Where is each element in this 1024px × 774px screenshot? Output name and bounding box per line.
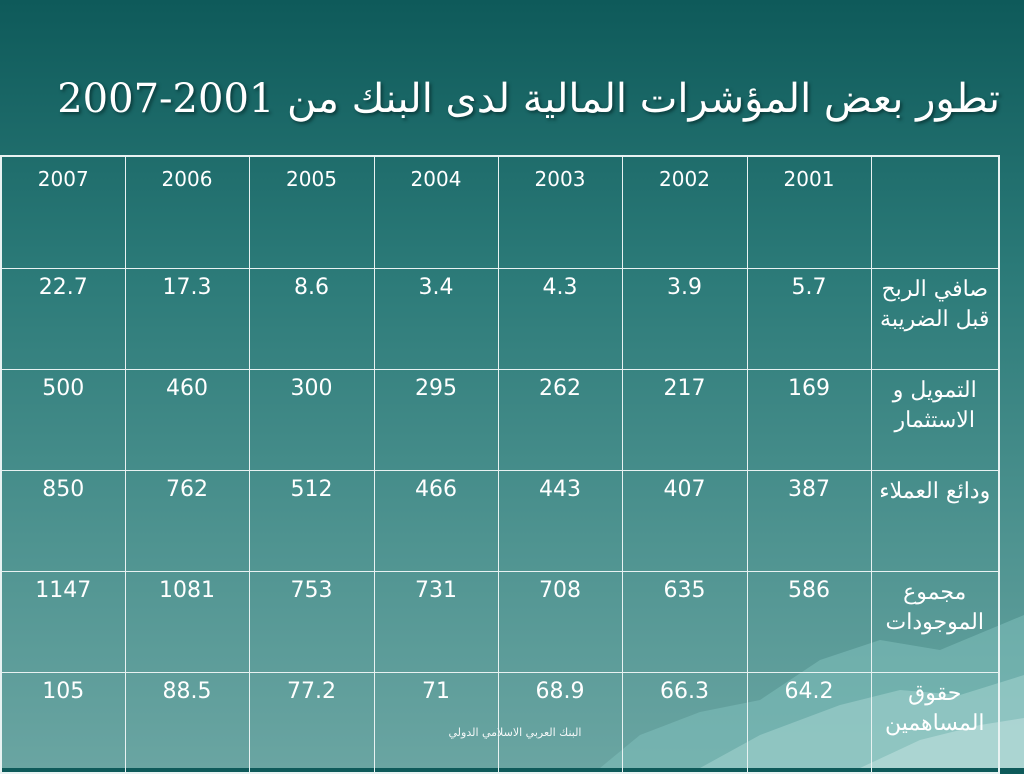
table-row: 105 88.5 77.2 71 68.9 66.3 64.2 حقوق الم… bbox=[0, 671, 1000, 774]
value-cell: 262 bbox=[497, 368, 623, 471]
value-cell: 66.3 bbox=[621, 671, 748, 774]
value-cell: 1081 bbox=[124, 570, 250, 673]
year-header: 2001 bbox=[746, 155, 872, 269]
year-header: 2005 bbox=[248, 155, 375, 269]
year-header: 2006 bbox=[124, 155, 250, 269]
row-label: حقوق المساهمين bbox=[870, 671, 1000, 774]
value-cell: 466 bbox=[373, 469, 499, 572]
value-cell: 753 bbox=[248, 570, 375, 673]
value-cell: 3.4 bbox=[373, 267, 499, 370]
value-cell: 4.3 bbox=[497, 267, 623, 370]
value-cell: 88.5 bbox=[124, 671, 250, 774]
value-cell: 586 bbox=[746, 570, 872, 673]
year-header: 2007 bbox=[0, 155, 126, 269]
value-cell: 762 bbox=[124, 469, 250, 572]
empty-corner-cell bbox=[870, 155, 1000, 269]
row-label: صافي الربح قبل الضريبة bbox=[870, 267, 1000, 370]
row-label: مجموع الموجودات bbox=[870, 570, 1000, 673]
value-cell: 169 bbox=[746, 368, 872, 471]
value-cell: 22.7 bbox=[0, 267, 126, 370]
value-cell: 500 bbox=[0, 368, 126, 471]
table-row: 850 762 512 466 443 407 387 ودائع العملا… bbox=[0, 469, 1000, 572]
row-label: التمويل و الاستثمار bbox=[870, 368, 1000, 471]
value-cell: 443 bbox=[497, 469, 623, 572]
table-row: 22.7 17.3 8.6 3.4 4.3 3.9 5.7 صافي الربح… bbox=[0, 267, 1000, 370]
year-header: 2002 bbox=[621, 155, 748, 269]
value-cell: 407 bbox=[621, 469, 748, 572]
value-cell: 17.3 bbox=[124, 267, 250, 370]
year-header: 2003 bbox=[497, 155, 623, 269]
value-cell: 635 bbox=[621, 570, 748, 673]
value-cell: 71 bbox=[373, 671, 499, 774]
indicators-table: 2007 2006 2005 2004 2003 2002 2001 22.7 … bbox=[0, 155, 1000, 774]
table-row: 1147 1081 753 731 708 635 586 مجموع المو… bbox=[0, 570, 1000, 673]
page-title: تطور بعض المؤشرات المالية لدى البنك من 2… bbox=[57, 76, 1000, 122]
value-cell: 512 bbox=[248, 469, 375, 572]
value-cell: 295 bbox=[373, 368, 499, 471]
value-cell: 708 bbox=[497, 570, 623, 673]
value-cell: 105 bbox=[0, 671, 126, 774]
value-cell: 1147 bbox=[0, 570, 126, 673]
value-cell: 3.9 bbox=[621, 267, 748, 370]
value-cell: 68.9 bbox=[497, 671, 623, 774]
value-cell: 387 bbox=[746, 469, 872, 572]
value-cell: 217 bbox=[621, 368, 748, 471]
value-cell: 64.2 bbox=[746, 671, 872, 774]
value-cell: 850 bbox=[0, 469, 126, 572]
value-cell: 731 bbox=[373, 570, 499, 673]
year-header: 2004 bbox=[373, 155, 499, 269]
value-cell: 5.7 bbox=[746, 267, 872, 370]
header-row: 2007 2006 2005 2004 2003 2002 2001 bbox=[0, 155, 1000, 269]
table-row: 500 460 300 295 262 217 169 التمويل و ال… bbox=[0, 368, 1000, 471]
row-label: ودائع العملاء bbox=[870, 469, 1000, 572]
value-cell: 8.6 bbox=[248, 267, 375, 370]
footer-text: البنك العربي الاسلامي الدولي bbox=[448, 726, 582, 739]
value-cell: 77.2 bbox=[248, 671, 375, 774]
value-cell: 300 bbox=[248, 368, 375, 471]
value-cell: 460 bbox=[124, 368, 250, 471]
